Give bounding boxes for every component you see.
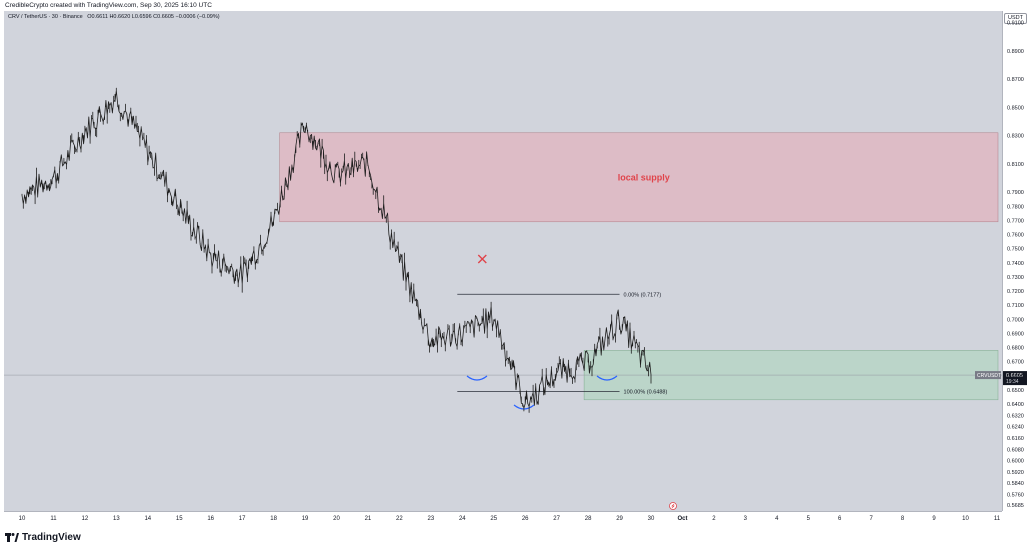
y-tick-label: 0.7600 [1007, 233, 1024, 239]
currency-button[interactable]: USDT [1004, 13, 1027, 24]
last-price-value: 0.6605 [1006, 373, 1023, 379]
y-tick-label: 0.5840 [1007, 481, 1024, 487]
last-price-tag [1003, 371, 1027, 386]
y-tick-label: 0.8500 [1007, 105, 1024, 111]
x-tick-label: 26 [522, 516, 529, 522]
x-tick-label: 2 [712, 516, 716, 522]
x-tick-label: 10 [19, 516, 26, 522]
x-tick-label: 23 [428, 516, 435, 522]
x-tick-label: 13 [113, 516, 120, 522]
symbol-tag-label: CRVUSDT [977, 373, 1001, 379]
y-tick-label: 0.6600 [1007, 374, 1024, 380]
x-tick-label: 21 [365, 516, 372, 522]
y-tick-label: 0.7400 [1007, 261, 1024, 267]
y-tick-label: 0.7000 [1007, 317, 1024, 323]
y-tick-label: 0.7900 [1007, 190, 1024, 196]
y-tick-label: 0.6400 [1007, 402, 1024, 408]
x-marker-icon[interactable] [477, 254, 487, 264]
x-tick-label: 9 [932, 516, 936, 522]
y-tick-label: 0.6080 [1007, 447, 1024, 453]
x-tick-label: 25 [490, 516, 497, 522]
y-tick-label: 0.7500 [1007, 247, 1024, 253]
x-tick-label: 12 [82, 516, 89, 522]
y-tick-label: 0.6900 [1007, 331, 1024, 337]
event-bolt-icon [671, 503, 675, 509]
y-tick-label: 0.7100 [1007, 303, 1024, 309]
y-tick-label: 0.9100 [1007, 21, 1024, 27]
low-curve-3[interactable] [596, 375, 618, 381]
price-series[interactable] [21, 87, 652, 413]
chart-credit: CredibleCrypto created with TradingView.… [5, 2, 212, 9]
y-tick-label: 0.7200 [1007, 289, 1024, 295]
y-tick-label: 0.8700 [1007, 77, 1024, 83]
y-tick-label: 0.5760 [1007, 492, 1024, 498]
x-tick-label: 24 [459, 516, 466, 522]
x-tick-label: 19 [302, 516, 309, 522]
x-tick-label: 20 [333, 516, 340, 522]
y-tick-label: 0.6000 [1007, 459, 1024, 465]
y-tick-label: 0.8900 [1007, 49, 1024, 55]
fib-label-0: 0.00% (0.7177) [624, 292, 662, 298]
y-tick-label: 0.5920 [1007, 470, 1024, 476]
y-tick-label: 0.7800 [1007, 204, 1024, 210]
y-tick-label: 0.8100 [1007, 162, 1024, 168]
y-tick-label: 0.6800 [1007, 346, 1024, 352]
x-tick-label: 22 [396, 516, 403, 522]
y-tick-label: 0.6500 [1007, 388, 1024, 394]
x-tick-label: 16 [207, 516, 214, 522]
footer-brand: TradingView [5, 530, 81, 544]
y-tick-label: 0.6700 [1007, 360, 1024, 366]
x-tick-label: Oct [677, 516, 687, 522]
ohlc-values: O0.6611 H0.6620 L0.6596 C0.6605 −0.0006 … [87, 14, 220, 20]
x-tick-label: 28 [585, 516, 592, 522]
x-tick-label: 17 [239, 516, 246, 522]
symbol-name[interactable]: CRV / TetherUS · 30 · Binance [8, 14, 83, 20]
x-tick-label: 10 [962, 516, 969, 522]
x-tick-label: 15 [176, 516, 183, 522]
x-tick-label: 4 [775, 516, 779, 522]
x-tick-label: 14 [144, 516, 151, 522]
tradingview-logo-icon [5, 532, 19, 542]
y-tick-label: 0.8300 [1007, 134, 1024, 140]
fib-label-100: 100.00% (0.6488) [624, 390, 668, 396]
x-tick-label: 29 [616, 516, 623, 522]
x-tick-label: 30 [648, 516, 655, 522]
bar-countdown: 19:34 [1006, 379, 1019, 385]
tradingview-brand: TradingView [22, 531, 81, 543]
y-tick-label: 0.7300 [1007, 275, 1024, 281]
symbol-legend: CRV / TetherUS · 30 · Binance O0.6611 H0… [8, 14, 220, 20]
low-curve-1[interactable] [466, 375, 488, 381]
y-tick-label: 0.5685 [1007, 503, 1024, 509]
symbol-price-tag [975, 371, 1001, 380]
x-tick-label: 8 [901, 516, 905, 522]
y-tick-label: 0.7700 [1007, 218, 1024, 224]
price-axis[interactable] [1002, 11, 1031, 511]
chart-pane[interactable] [4, 11, 1002, 511]
y-tick-label: 0.6240 [1007, 425, 1024, 431]
time-axis[interactable] [4, 511, 1002, 526]
supply-zone[interactable] [279, 132, 999, 223]
y-tick-label: 0.6160 [1007, 436, 1024, 442]
y-tick-label: 0.6320 [1007, 413, 1024, 419]
x-tick-label: 11 [50, 516, 57, 522]
supply-zone-label: local supply [618, 172, 670, 182]
x-tick-label: 18 [270, 516, 277, 522]
x-tick-label: 6 [838, 516, 842, 522]
x-tick-label: 27 [553, 516, 560, 522]
x-tick-label: 7 [869, 516, 873, 522]
x-tick-label: 11 [994, 516, 1001, 522]
x-tick-label: 5 [807, 516, 811, 522]
x-tick-label: 3 [744, 516, 748, 522]
